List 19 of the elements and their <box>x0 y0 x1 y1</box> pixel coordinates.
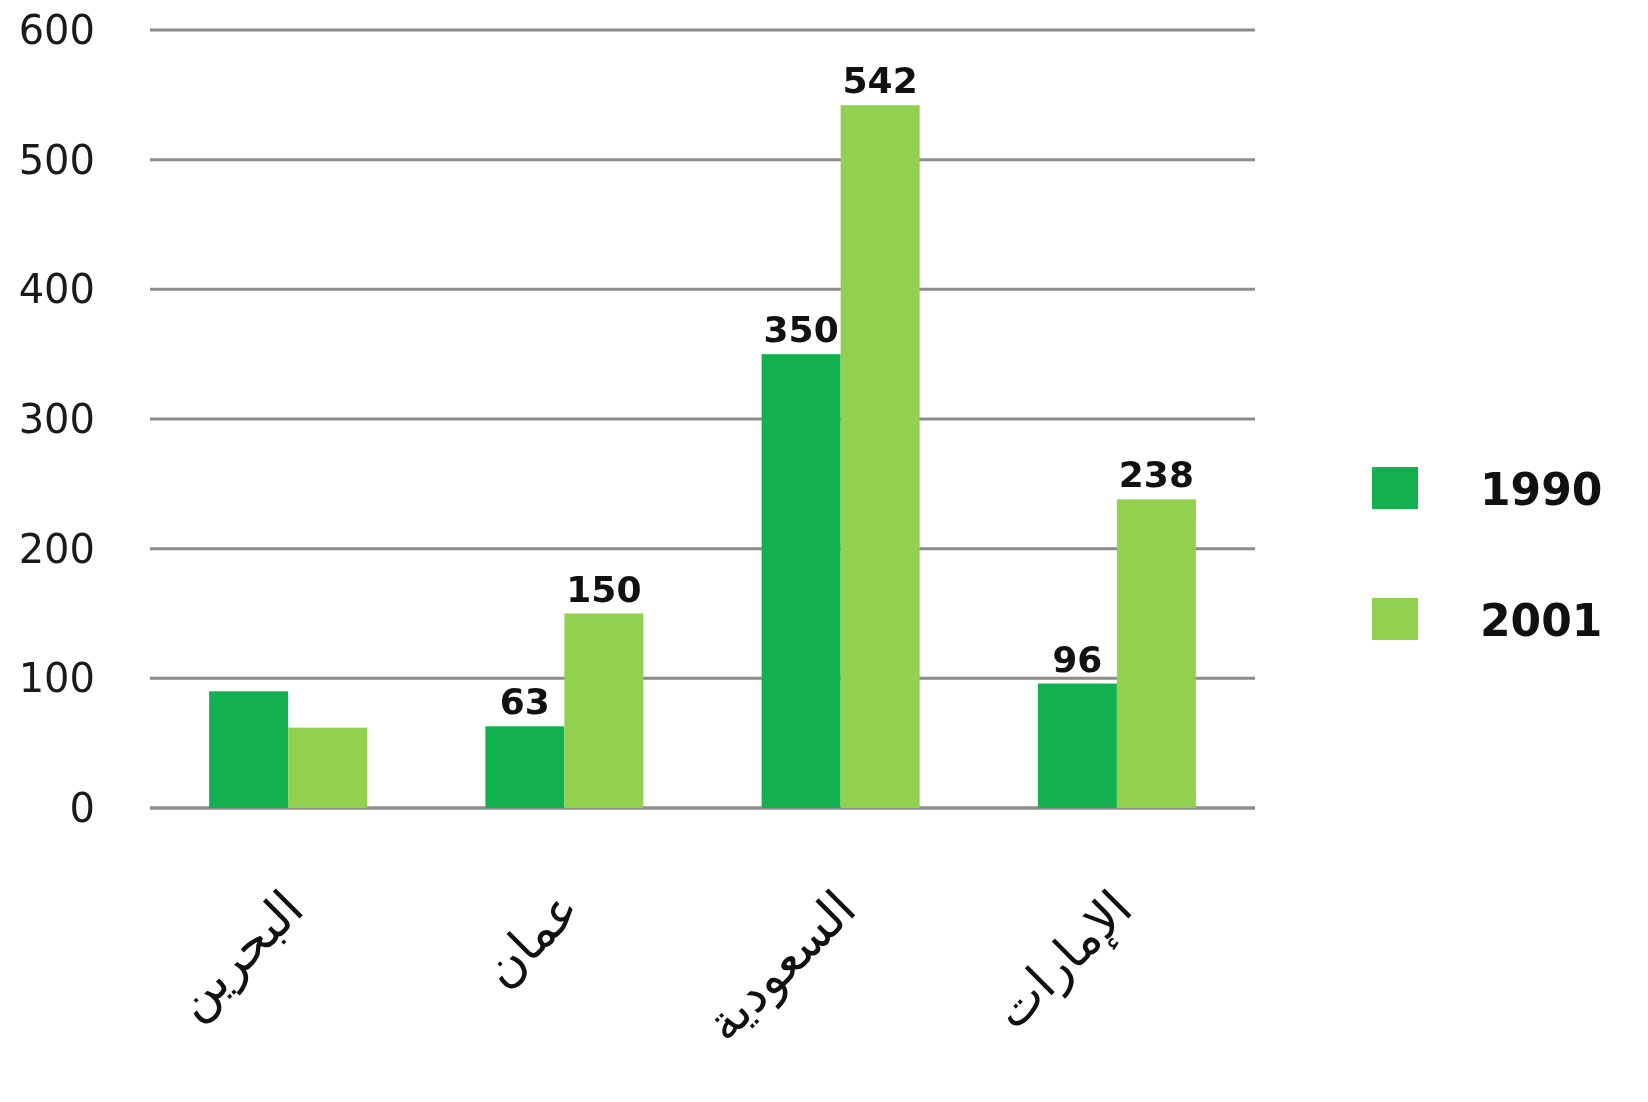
y-tick-label: 400 <box>18 266 95 313</box>
data-label: 96 <box>1052 638 1103 680</box>
data-label: 350 <box>763 309 839 351</box>
y-tick-label: 0 <box>69 785 95 831</box>
x-tick-label: عمان <box>471 879 591 999</box>
x-tick-label: البحرين <box>163 879 315 1031</box>
y-tick-label: 600 <box>18 7 95 53</box>
y-tick-label: 300 <box>18 396 95 442</box>
data-label: 238 <box>1118 454 1194 496</box>
y-tick-label: 200 <box>18 525 95 572</box>
data-label: 150 <box>566 568 642 610</box>
data-label: 542 <box>842 60 918 102</box>
y-tick-label: 500 <box>18 136 95 183</box>
legend-label: 1990 <box>1480 463 1603 515</box>
y-tick-label: 100 <box>18 655 95 702</box>
x-tick-label: السعودية <box>694 879 868 1053</box>
x-tick-label: الإمارات <box>982 879 1144 1041</box>
legend-label: 2001 <box>1480 594 1603 646</box>
data-label: 63 <box>499 681 550 723</box>
